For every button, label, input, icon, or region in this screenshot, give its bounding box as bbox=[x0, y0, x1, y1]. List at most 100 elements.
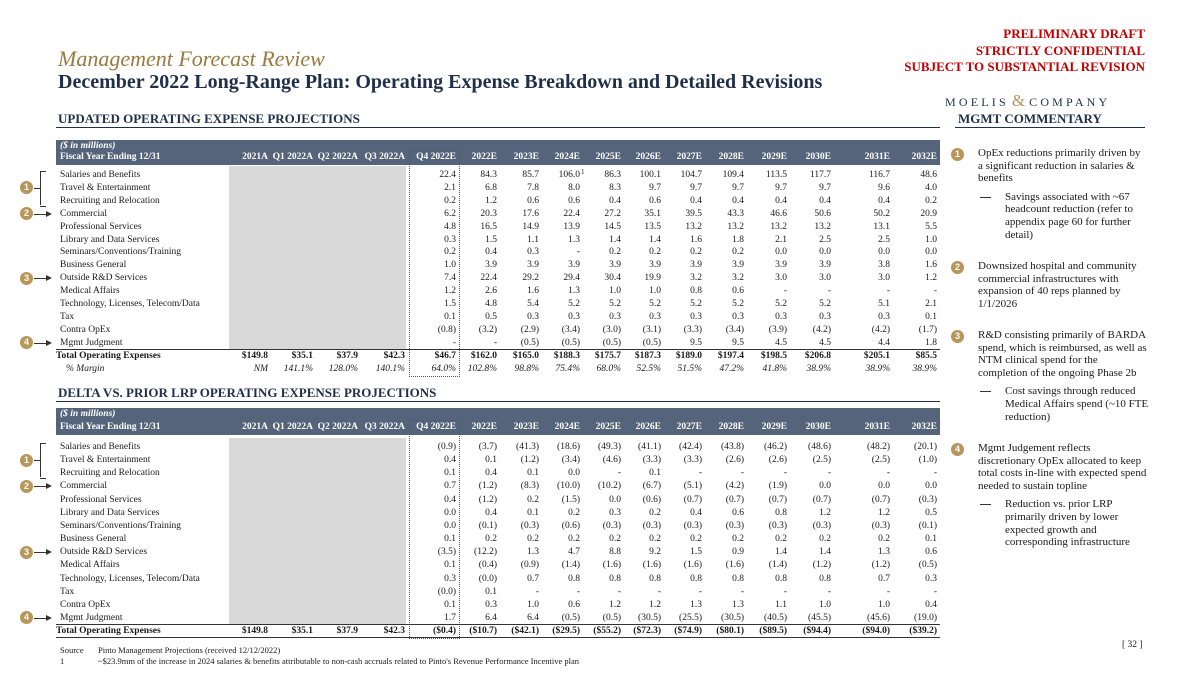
cell-value: 0.4 bbox=[485, 507, 497, 518]
cell-value: (43.8) bbox=[721, 442, 744, 452]
marker-arrow bbox=[34, 486, 48, 488]
column-header: 2028E bbox=[718, 422, 744, 432]
cell-value: 9.7 bbox=[775, 182, 787, 193]
cell-value: (0.5) bbox=[561, 612, 580, 623]
cell-value: (1.2) bbox=[812, 560, 831, 571]
column-header: Q2 2022A bbox=[317, 152, 358, 162]
cell-value: 0.2 bbox=[925, 195, 937, 206]
cell-value: 20.3 bbox=[480, 208, 497, 219]
column-header: Q4 2022E bbox=[416, 422, 456, 432]
marker-arrowhead bbox=[46, 549, 52, 556]
total-value: $85.5 bbox=[915, 350, 937, 361]
logo-part: & bbox=[1011, 91, 1027, 110]
cell-value: 0.4 bbox=[690, 507, 702, 518]
cell-value: (1.2) bbox=[478, 494, 497, 505]
column-header: 2024E bbox=[554, 422, 580, 432]
bullet-text: Reduction vs. prior LRP primarily driven… bbox=[1005, 498, 1130, 549]
cell-value: 1.0 bbox=[527, 599, 539, 610]
cell-value: (0.9) bbox=[437, 442, 456, 452]
cell-value: (41.3) bbox=[516, 442, 539, 452]
margin-value: 38.9% bbox=[865, 363, 890, 374]
cell-value: (1.0) bbox=[918, 455, 937, 466]
cell-value: 9.7 bbox=[732, 182, 744, 193]
cell-value: (0.3) bbox=[642, 520, 661, 531]
cell-value: 0.4 bbox=[775, 195, 787, 206]
cell-value: - bbox=[698, 586, 702, 597]
commentary-text: Mgmt Judgement reflects discretionary Op… bbox=[978, 442, 1147, 492]
cell-value: - bbox=[886, 468, 890, 479]
bullet-text: Savings associated with ~67 headcount re… bbox=[1005, 190, 1133, 241]
cell-value: (0.8) bbox=[437, 324, 456, 335]
cell-value: 1.6 bbox=[690, 234, 702, 245]
cell-value: 9.6 bbox=[878, 182, 890, 193]
row-label: Business General bbox=[60, 260, 127, 271]
cell-value: 0.2 bbox=[732, 247, 744, 258]
row-label: Technology, Licenses, Telecom/Data bbox=[60, 573, 200, 584]
cell-value: 0.8 bbox=[609, 573, 621, 584]
cell-value: 0.3 bbox=[878, 311, 890, 322]
total-value: $37.9 bbox=[336, 350, 358, 361]
row-label: Medical Affairs bbox=[60, 286, 120, 297]
cell-value: (4.2) bbox=[871, 324, 890, 335]
cell-value: (0.1) bbox=[478, 520, 497, 531]
commentary-number: 3 bbox=[951, 330, 964, 343]
total-value: $149.8 bbox=[241, 350, 268, 361]
cell-value: (2.5) bbox=[871, 455, 890, 466]
cell-value: 117.7 bbox=[809, 170, 831, 180]
total-value: $165.0 bbox=[512, 350, 539, 361]
cell-value: 5.2 bbox=[690, 299, 702, 309]
total-value: ($74.9) bbox=[674, 626, 702, 637]
marker-arrowhead bbox=[46, 483, 52, 490]
total-value: $175.7 bbox=[594, 350, 621, 361]
margin-value: 68.0% bbox=[596, 363, 621, 374]
marker-arrowhead bbox=[46, 339, 52, 346]
cell-value: 0.0 bbox=[444, 520, 456, 531]
cell-value: (3.5) bbox=[437, 547, 456, 558]
margin-value: 102.8% bbox=[467, 363, 497, 374]
cell-value: 5.5 bbox=[925, 221, 937, 232]
cell-value: (1.6) bbox=[725, 560, 744, 571]
logo: MOELIS & COMPANY bbox=[945, 91, 1145, 111]
total-value: $187.3 bbox=[634, 350, 661, 361]
margin-value: 141.1% bbox=[283, 363, 313, 374]
cell-value: 0.3 bbox=[775, 311, 787, 322]
cell-value: 0.4 bbox=[485, 468, 497, 479]
cell-value: 1.5 bbox=[690, 547, 702, 558]
cell-value: 5.2 bbox=[568, 299, 580, 309]
cell-value: 1.8 bbox=[925, 337, 937, 348]
cell-value: (0.3) bbox=[683, 520, 702, 531]
cell-value: 109.4 bbox=[722, 170, 744, 180]
commentary-text: OpEx reductions primarily driven by a si… bbox=[978, 147, 1141, 185]
bullet-dash bbox=[980, 196, 991, 198]
margin-value: 41.8% bbox=[762, 363, 787, 374]
cell-value: - bbox=[576, 586, 580, 597]
cell-value: (4.2) bbox=[812, 324, 831, 335]
cell-value: 0.0 bbox=[775, 247, 787, 258]
cell-value: 0.8 bbox=[649, 573, 661, 584]
cell-value: 0.1 bbox=[925, 311, 937, 322]
cell-value: (8.3) bbox=[520, 481, 539, 492]
cell-value: 0.4 bbox=[819, 195, 831, 206]
total-value: ($0.4) bbox=[433, 626, 456, 637]
cell-value: 0.2 bbox=[690, 534, 702, 545]
cell-value: (0.3) bbox=[520, 520, 539, 531]
cell-value: (3.3) bbox=[683, 324, 702, 335]
cell-value: (0.3) bbox=[768, 520, 787, 531]
cell-value: 0.3 bbox=[485, 599, 497, 610]
footnote-text: Pinto Management Projections (received 1… bbox=[98, 645, 281, 655]
cell-value: 0.4 bbox=[609, 195, 621, 206]
cell-value: (30.5) bbox=[638, 612, 661, 623]
cell-value: 48.6 bbox=[920, 170, 937, 180]
cell-value: 16.5 bbox=[480, 221, 497, 232]
cell-value: 104.7 bbox=[680, 170, 702, 180]
cell-value: 1.3 bbox=[527, 547, 539, 558]
cell-value: 8.8 bbox=[609, 547, 621, 558]
cell-value: 0.8 bbox=[775, 507, 787, 518]
cell-value: (3.7) bbox=[478, 442, 497, 452]
cell-value: 1.5 bbox=[444, 299, 456, 309]
commentary-text: R&D consisting primarily of BARDA spend,… bbox=[978, 329, 1147, 379]
footnote-ref: 1 bbox=[581, 168, 585, 176]
cell-value: 2.6 bbox=[485, 286, 497, 297]
cell-value: 8.0 bbox=[568, 182, 580, 193]
